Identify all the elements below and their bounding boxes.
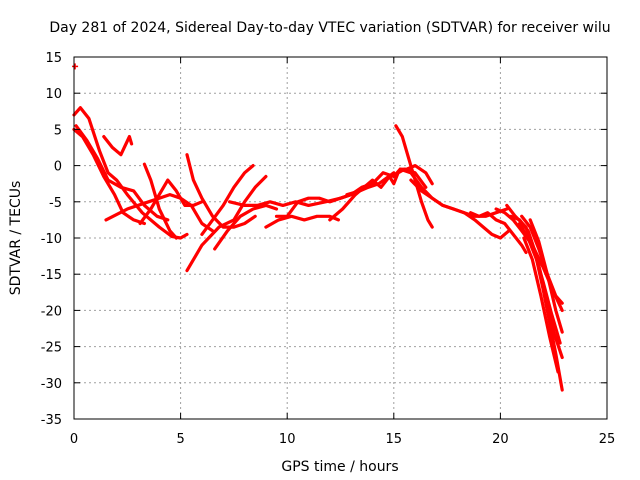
y-tick-label: 15 xyxy=(45,51,62,66)
y-tick-label: -15 xyxy=(41,268,62,283)
x-tick-label: 25 xyxy=(599,432,616,447)
x-tick-label: 20 xyxy=(492,432,509,447)
y-axis-title: SDTVAR / TECUs xyxy=(8,181,24,296)
y-tick-label: -20 xyxy=(41,304,62,319)
y-tick-label: 5 xyxy=(54,123,62,138)
series-line-arc-14 xyxy=(277,184,373,217)
x-tick-label: 15 xyxy=(386,432,403,447)
series-line-arc-4 xyxy=(104,137,132,155)
y-tick-label: -5 xyxy=(49,196,62,211)
y-tick-label: -30 xyxy=(41,377,62,392)
y-tick-label: -10 xyxy=(41,232,62,247)
x-tick-label: 10 xyxy=(279,432,296,447)
y-tick-label: -35 xyxy=(41,413,62,428)
x-axis-title: GPS time / hours xyxy=(281,459,398,475)
y-tick-label: -25 xyxy=(41,341,62,356)
y-tick-label: 0 xyxy=(54,160,62,175)
x-tick-label: 0 xyxy=(70,432,78,447)
series-line-arc-13 xyxy=(266,216,339,227)
data-series xyxy=(72,63,562,390)
sdtvar-chart: Day 281 of 2024, Sidereal Day-to-day VTE… xyxy=(0,0,640,480)
y-tick-label: 10 xyxy=(45,87,62,102)
outlier-point xyxy=(72,63,78,69)
chart-title: Day 281 of 2024, Sidereal Day-to-day VTE… xyxy=(49,20,610,36)
x-tick-label: 5 xyxy=(176,432,184,447)
